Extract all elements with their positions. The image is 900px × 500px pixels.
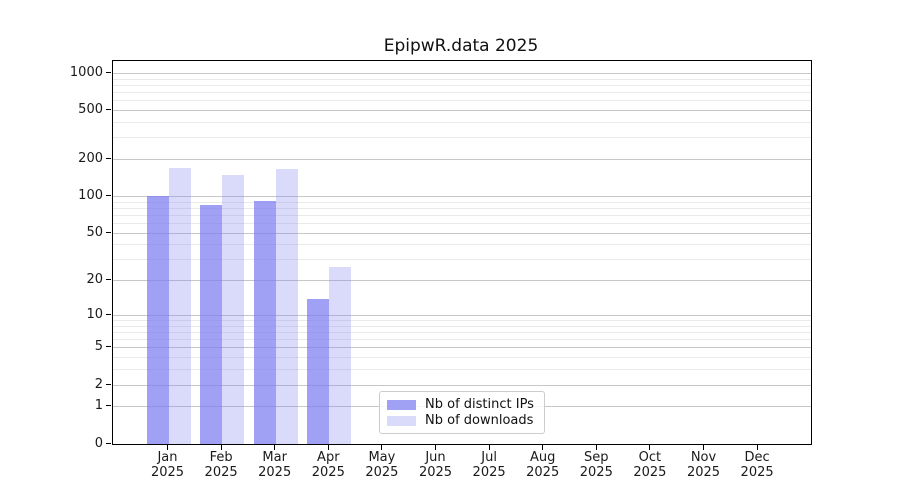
x-tick-mark [327, 445, 329, 450]
legend: Nb of distinct IPs Nb of downloads [379, 391, 545, 434]
y-tick-mark [106, 109, 111, 111]
x-tick-mark [435, 445, 436, 450]
bar-distinct-ips [146, 196, 169, 444]
x-tick-mark [488, 445, 490, 450]
minor-gridline [113, 325, 811, 327]
minor-gridline [113, 369, 811, 371]
y-tick-label: 50 [86, 224, 103, 240]
y-tick-mark [106, 383, 111, 385]
x-tick-mark [703, 445, 704, 450]
x-tick-mark [167, 445, 168, 450]
legend-item-downloads: Nb of downloads [387, 413, 536, 428]
x-tick-mark [381, 445, 383, 450]
minor-gridline [113, 223, 811, 224]
x-tick-label: Aug 2025 [526, 450, 560, 480]
minor-gridline [113, 122, 811, 123]
y-tick-label: 10 [86, 306, 103, 322]
x-tick-mark [649, 445, 651, 450]
minor-gridline [113, 201, 811, 203]
y-tick-mark [106, 313, 111, 315]
major-gridline [113, 195, 811, 197]
x-tick-label: Jun 2025 [418, 450, 453, 480]
minor-gridline [113, 244, 811, 246]
y-tick-mark [106, 71, 111, 73]
x-tick-label: Oct 2025 [633, 450, 667, 480]
y-tick-mark [106, 194, 111, 196]
y-tick-label: 100 [78, 187, 103, 203]
minor-gridline [113, 331, 811, 333]
major-gridline [113, 110, 811, 112]
minor-gridline [113, 100, 811, 102]
y-tick-mark [106, 279, 111, 281]
x-tick-mark [220, 445, 222, 450]
chart-title: EpipwR.data 2025 [383, 36, 539, 56]
minor-gridline [113, 78, 811, 80]
x-tick-label: Dec 2025 [740, 450, 774, 480]
y-tick-label: 5 [94, 339, 103, 355]
bar-distinct-ips [200, 205, 223, 444]
major-gridline [113, 72, 811, 74]
legend-swatch-distinct-ips-icon [387, 399, 416, 410]
plot-area [112, 60, 812, 445]
bar-distinct-ips [253, 201, 276, 444]
y-tick-label: 1000 [69, 64, 103, 80]
bar-distinct-ips [307, 298, 330, 444]
major-gridline [113, 384, 811, 386]
x-tick-label: Jan 2025 [150, 450, 185, 480]
minor-gridline [113, 137, 811, 139]
y-tick-mark [106, 231, 111, 233]
major-gridline [113, 280, 811, 282]
minor-gridline [113, 214, 811, 216]
x-tick-label: Apr 2025 [311, 450, 345, 480]
minor-gridline [113, 84, 811, 86]
x-tick-mark [756, 445, 758, 450]
major-gridline [113, 314, 811, 316]
x-tick-label: May 2025 [365, 450, 399, 480]
x-tick-label: Mar 2025 [258, 450, 292, 480]
major-gridline [113, 347, 811, 349]
minor-gridline [113, 259, 811, 261]
bar-downloads [222, 174, 245, 444]
y-tick-label: 2 [94, 376, 103, 392]
bar-downloads [168, 168, 191, 444]
legend-label: Nb of distinct IPs [425, 396, 534, 412]
y-tick-label: 1 [94, 398, 103, 414]
y-tick-label: 0 [94, 435, 103, 451]
x-tick-mark [595, 445, 597, 450]
bar-downloads [275, 168, 298, 444]
legend-label: Nb of downloads [425, 412, 534, 428]
y-tick-label: 200 [78, 151, 103, 167]
x-tick-label: Nov 2025 [686, 450, 721, 480]
x-tick-label: Sep 2025 [579, 450, 613, 480]
y-tick-mark [106, 346, 111, 348]
y-tick-mark [106, 158, 111, 160]
minor-gridline [113, 357, 811, 359]
y-tick-label: 20 [86, 272, 103, 288]
x-tick-label: Jul 2025 [472, 450, 506, 480]
x-tick-label: Feb 2025 [204, 450, 238, 480]
bar-downloads [329, 267, 352, 444]
minor-gridline [113, 320, 811, 321]
y-tick-mark [106, 405, 111, 407]
y-tick-mark [106, 442, 111, 444]
legend-swatch-downloads-icon [387, 415, 416, 426]
x-tick-mark [274, 445, 276, 450]
minor-gridline [113, 92, 811, 94]
y-tick-label: 500 [78, 102, 103, 118]
major-gridline [113, 159, 811, 161]
legend-item-distinct-ips: Nb of distinct IPs [387, 397, 536, 412]
minor-gridline [113, 339, 811, 341]
x-tick-mark [542, 445, 544, 450]
major-gridline [113, 232, 811, 234]
minor-gridline [113, 207, 811, 209]
